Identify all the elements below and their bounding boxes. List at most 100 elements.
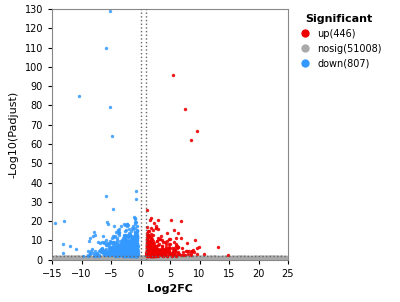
Point [202, 257, 208, 262]
Point [87, 255, 94, 260]
Point [105, 257, 111, 262]
Point [163, 257, 170, 262]
Point [282, 257, 288, 262]
Point [234, 257, 240, 262]
Point [87, 257, 93, 262]
Point [202, 257, 208, 262]
Point [122, 255, 128, 260]
Point [192, 257, 199, 262]
Point [184, 257, 190, 262]
Point [254, 255, 260, 260]
Point [262, 257, 268, 262]
Point [254, 257, 261, 262]
Point [108, 246, 115, 251]
Point [75, 257, 81, 262]
Point [210, 256, 216, 261]
Point [229, 255, 236, 260]
Point [197, 256, 203, 261]
Point [185, 257, 191, 262]
Point [206, 257, 213, 262]
Point [76, 257, 82, 262]
Point [191, 256, 198, 261]
Point [161, 256, 167, 261]
Point [122, 256, 129, 261]
Point [169, 257, 176, 262]
Point [73, 257, 80, 262]
Point [61, 257, 68, 262]
Point [105, 255, 112, 260]
Point [256, 257, 262, 262]
Point [94, 256, 101, 261]
Point [274, 257, 281, 262]
Point [113, 257, 119, 262]
Point [173, 254, 180, 259]
Point [170, 257, 177, 262]
Point [222, 256, 228, 261]
Point [51, 256, 58, 261]
Point [158, 256, 164, 261]
Point [213, 257, 219, 262]
Point [77, 256, 84, 261]
Point [217, 256, 223, 261]
Point [172, 257, 179, 262]
Point [269, 256, 276, 261]
Point [116, 257, 122, 262]
Point [202, 257, 208, 262]
Point [67, 256, 73, 261]
Point [54, 257, 60, 262]
Point [258, 256, 264, 261]
Point [97, 254, 104, 259]
Point [220, 257, 226, 262]
Point [198, 257, 204, 262]
Point [174, 256, 181, 261]
Point [70, 257, 76, 262]
Point [56, 257, 63, 262]
Point [257, 257, 264, 262]
Point [158, 257, 165, 262]
Point [210, 257, 217, 262]
Point [115, 257, 122, 262]
Point [180, 257, 187, 262]
Point [170, 254, 176, 259]
Point [142, 257, 149, 262]
Point [249, 257, 255, 262]
Point [62, 255, 68, 260]
Point [274, 256, 280, 261]
Point [278, 256, 284, 261]
Point [74, 256, 80, 261]
Point [66, 257, 73, 262]
Point [50, 257, 56, 262]
Point [237, 256, 244, 261]
Point [105, 257, 112, 262]
Point [172, 257, 178, 262]
Point [221, 257, 228, 262]
Point [231, 257, 238, 262]
Point [154, 257, 160, 262]
Point [116, 256, 122, 261]
Point [154, 257, 160, 262]
Point [102, 256, 108, 261]
Point [242, 257, 248, 262]
Point [70, 257, 76, 262]
Point [84, 256, 91, 261]
Point [61, 256, 67, 261]
Point [109, 257, 116, 262]
Point [229, 255, 236, 260]
Point [102, 257, 108, 262]
Point [134, 257, 140, 262]
Point [218, 257, 224, 262]
Point [144, 256, 150, 261]
Point [260, 257, 266, 262]
Point [108, 256, 114, 261]
Point [72, 257, 78, 262]
Point [99, 257, 106, 262]
Point [90, 256, 97, 261]
Point [224, 254, 230, 259]
Point [49, 257, 56, 262]
Point [275, 257, 282, 262]
Point [165, 255, 172, 259]
Point [142, 257, 148, 262]
Point [215, 257, 221, 262]
Point [170, 257, 176, 262]
Point [128, 256, 134, 261]
